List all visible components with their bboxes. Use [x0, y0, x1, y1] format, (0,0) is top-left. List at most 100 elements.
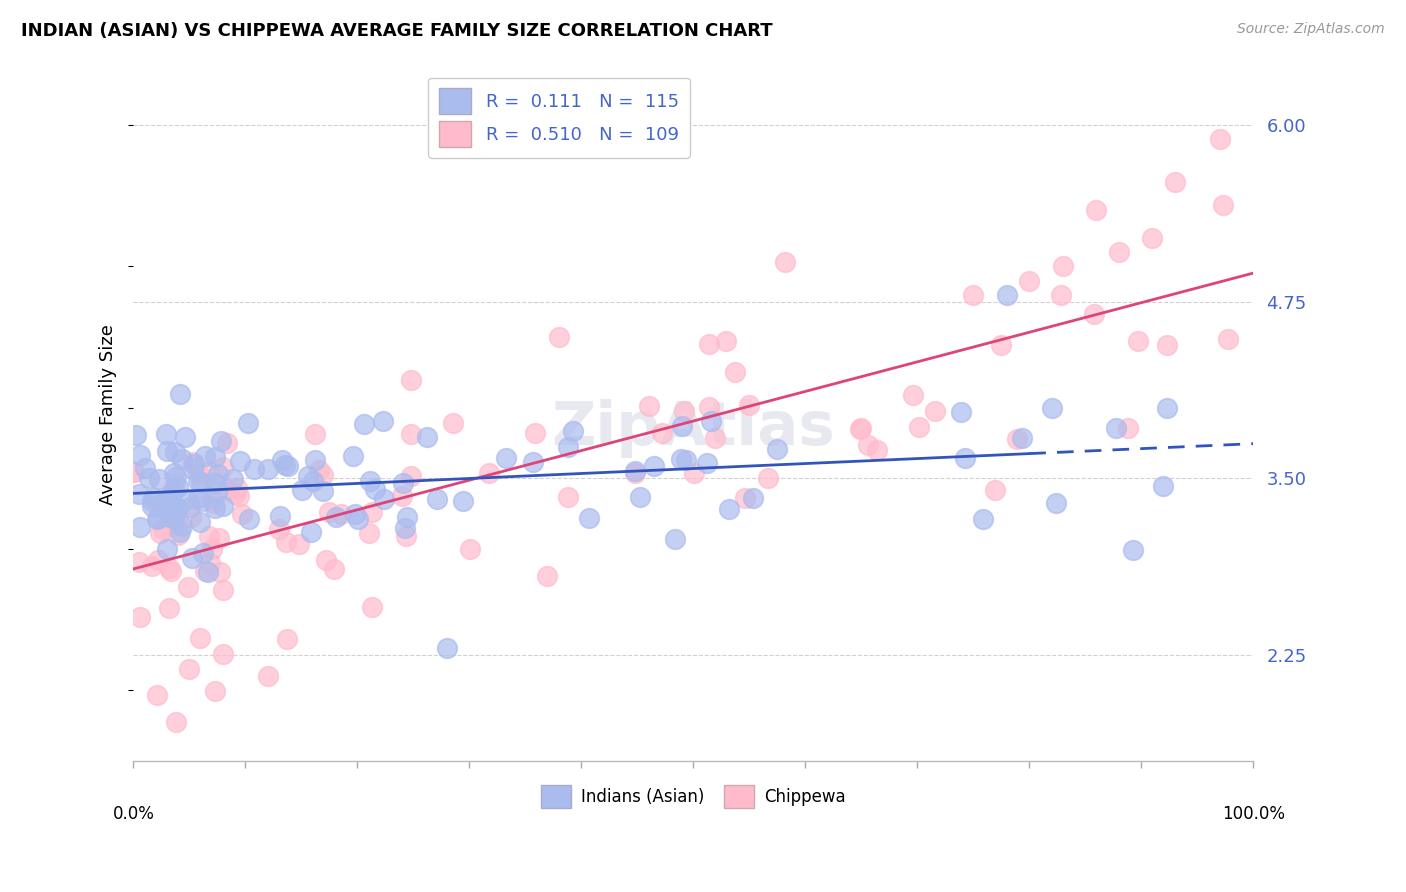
Point	[141, 494, 163, 508]
Text: 100.0%: 100.0%	[1222, 805, 1285, 823]
Point	[179, 500, 201, 514]
Point	[190, 475, 212, 489]
Point	[416, 429, 439, 443]
Point	[741, 491, 763, 505]
Point	[256, 462, 278, 476]
Point	[360, 600, 382, 615]
Point	[183, 454, 205, 468]
Point	[865, 443, 887, 458]
Point	[1156, 338, 1178, 352]
Point	[638, 399, 661, 413]
Point	[399, 427, 422, 442]
Point	[1018, 273, 1040, 287]
Point	[1208, 132, 1230, 146]
Point	[202, 496, 225, 510]
Point	[155, 493, 177, 508]
Point	[717, 501, 740, 516]
Point	[169, 387, 191, 401]
Point	[856, 437, 879, 451]
Point	[1108, 245, 1130, 260]
Point	[1085, 202, 1108, 217]
Point	[157, 561, 180, 575]
Point	[734, 491, 756, 505]
Point	[395, 509, 418, 524]
Point	[200, 493, 222, 508]
Point	[696, 456, 718, 470]
Point	[373, 491, 395, 506]
Point	[1050, 287, 1073, 301]
Point	[194, 565, 217, 579]
Point	[299, 524, 322, 539]
Point	[180, 509, 202, 524]
Point	[169, 524, 191, 539]
Point	[276, 632, 298, 647]
Point	[179, 662, 201, 676]
Point	[700, 414, 723, 428]
Point	[270, 452, 292, 467]
Point	[211, 583, 233, 598]
Point	[1040, 401, 1063, 415]
Point	[304, 427, 326, 442]
Point	[211, 460, 233, 475]
Point	[149, 526, 172, 541]
Point	[1011, 431, 1033, 445]
Point	[181, 462, 204, 476]
Point	[312, 468, 335, 483]
Point	[1083, 307, 1105, 321]
Point	[188, 631, 211, 645]
Point	[224, 487, 246, 501]
Point	[173, 430, 195, 444]
Point	[165, 476, 187, 491]
Point	[172, 452, 194, 467]
Point	[391, 490, 413, 504]
Point	[1152, 479, 1174, 493]
Point	[353, 417, 375, 432]
Point	[1052, 260, 1074, 274]
Point	[953, 451, 976, 466]
Point	[495, 451, 517, 466]
Point	[478, 467, 501, 481]
Point	[141, 558, 163, 573]
Point	[128, 448, 150, 462]
Point	[1045, 495, 1067, 509]
Point	[392, 476, 415, 491]
Point	[344, 507, 367, 521]
Point	[557, 440, 579, 454]
Point	[723, 365, 745, 379]
Point	[756, 470, 779, 484]
Point	[159, 502, 181, 516]
Point	[524, 425, 547, 440]
Point	[547, 330, 569, 344]
Point	[198, 557, 221, 571]
Point	[675, 453, 697, 467]
Point	[166, 502, 188, 516]
Point	[188, 515, 211, 529]
Point	[134, 461, 156, 475]
Point	[318, 505, 340, 519]
Point	[269, 522, 291, 536]
Point	[166, 528, 188, 542]
Point	[204, 476, 226, 491]
Point	[984, 483, 1007, 498]
Point	[187, 466, 209, 480]
Point	[972, 512, 994, 526]
Point	[156, 541, 179, 556]
Point	[291, 483, 314, 497]
Point	[312, 484, 335, 499]
Point	[288, 537, 311, 551]
Point	[176, 491, 198, 506]
Point	[1142, 231, 1164, 245]
Point	[165, 445, 187, 459]
Point	[187, 491, 209, 505]
Point	[562, 425, 585, 439]
Point	[229, 454, 252, 468]
Point	[671, 419, 693, 434]
Point	[628, 490, 651, 504]
Point	[143, 491, 166, 505]
Point	[148, 471, 170, 485]
Point	[315, 553, 337, 567]
Point	[153, 501, 176, 516]
Point	[342, 449, 364, 463]
Point	[325, 509, 347, 524]
Legend: Indians (Asian), Chippewa: Indians (Asian), Chippewa	[534, 778, 852, 815]
